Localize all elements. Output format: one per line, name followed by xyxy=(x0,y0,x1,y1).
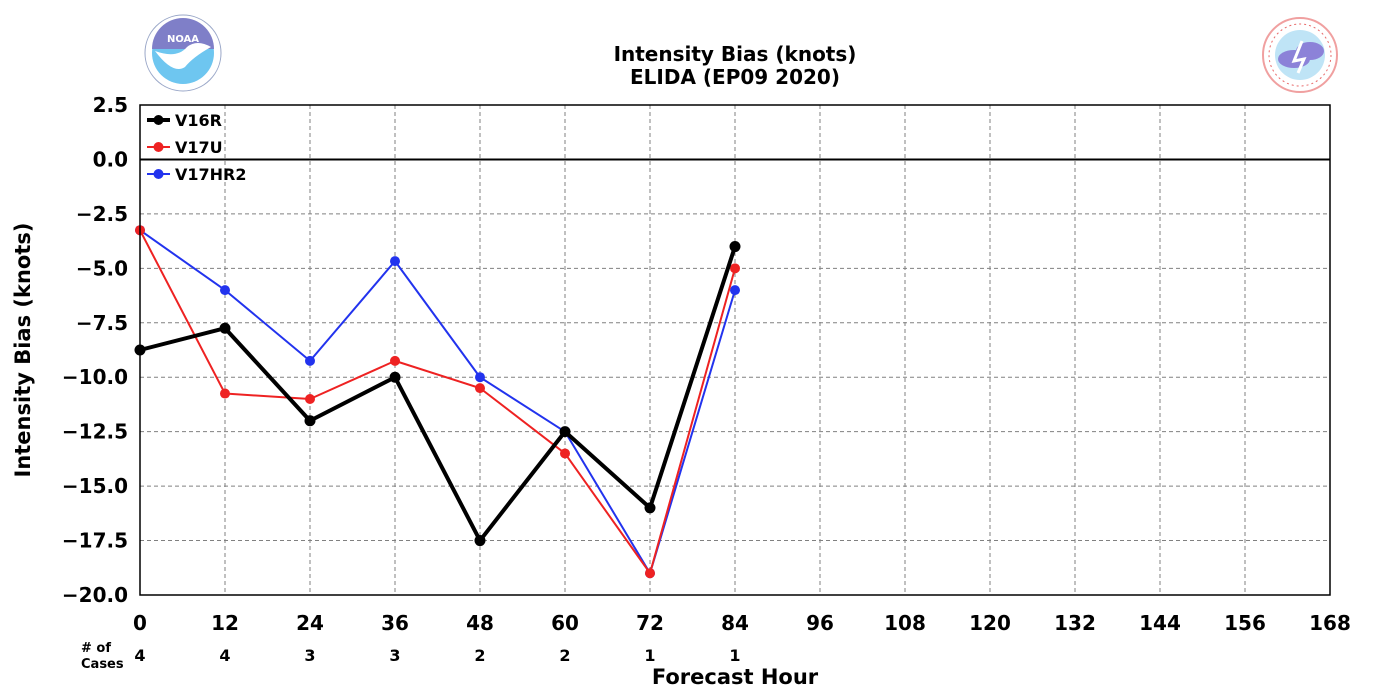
series-line-v17hr2 xyxy=(139,229,736,575)
x-tick-label: 168 xyxy=(1309,611,1351,635)
y-tick-label: −2.5 xyxy=(76,202,128,226)
data-point-v17hr2 xyxy=(730,285,740,296)
chart-title: Intensity Bias (knots) xyxy=(614,42,857,66)
legend-marker xyxy=(153,142,164,152)
data-point-v17u xyxy=(305,394,315,404)
data-point-v17hr2 xyxy=(475,372,485,383)
x-tick-label: 108 xyxy=(884,611,926,635)
data-point-v16r xyxy=(304,415,316,427)
legend-label: V16R xyxy=(175,111,222,130)
tick-labels: 0 12 24 36 48 60 72 84 96 108 120 132 144 156 168 2.5 0.… xyxy=(62,93,1351,635)
case-count: 2 xyxy=(559,646,570,665)
series-group xyxy=(134,225,741,579)
y-tick-label: 2.5 xyxy=(93,93,128,117)
data-point-v17u xyxy=(645,568,655,579)
data-point-v17u xyxy=(475,383,485,394)
case-count: 4 xyxy=(219,646,230,665)
y-tick-label: −5.0 xyxy=(76,256,128,280)
case-count: 4 xyxy=(134,646,145,665)
data-point-v17hr2 xyxy=(305,355,315,366)
x-tick-label: 84 xyxy=(721,611,749,635)
case-count: 1 xyxy=(729,646,740,665)
data-point-v16r xyxy=(474,535,486,547)
case-count: 3 xyxy=(389,646,400,665)
x-tick-label: 12 xyxy=(211,611,239,635)
data-point-v16r xyxy=(729,241,741,253)
plot-frame xyxy=(139,104,1331,596)
cases-label-line1: # of xyxy=(81,641,111,656)
x-tick-label: 72 xyxy=(636,611,664,635)
x-tick-label: 0 xyxy=(133,611,147,635)
x-tick-label: 96 xyxy=(806,611,834,635)
y-tick-label: −15.0 xyxy=(62,474,128,498)
series-line-v16r xyxy=(139,245,737,543)
case-count: 3 xyxy=(304,646,315,665)
y-tick-label: 0.0 xyxy=(93,147,128,171)
y-tick-label: −10.0 xyxy=(62,365,128,389)
case-count: 1 xyxy=(644,646,655,665)
case-count: 2 xyxy=(474,646,485,665)
x-tick-label: 36 xyxy=(381,611,409,635)
x-tick-label: 60 xyxy=(551,611,579,635)
data-point-v16r xyxy=(219,322,231,334)
nws-logo-icon xyxy=(1262,17,1338,93)
data-point-v17u xyxy=(560,448,570,459)
legend-label: V17HR2 xyxy=(175,165,247,184)
data-point-v17hr2 xyxy=(220,285,230,296)
x-tick-label: 120 xyxy=(969,611,1011,635)
legend-marker xyxy=(153,115,164,125)
noaa-logo-text: NOAA xyxy=(167,34,199,45)
legend-marker xyxy=(153,169,164,179)
x-axis-label: Forecast Hour xyxy=(652,665,819,689)
y-tick-label: −7.5 xyxy=(76,311,128,335)
data-point-v16r xyxy=(644,502,656,514)
data-point-v17u xyxy=(220,388,230,399)
x-tick-label: 48 xyxy=(466,611,494,635)
data-point-v16r xyxy=(389,371,401,383)
x-tick-label: 24 xyxy=(296,611,324,635)
data-point-v16r xyxy=(559,426,571,438)
legend-label: V17U xyxy=(175,138,223,157)
data-point-v17hr2 xyxy=(390,256,400,267)
x-tick-label: 156 xyxy=(1224,611,1266,635)
noaa-logo-icon: NOAA xyxy=(144,14,222,92)
y-axis-label: Intensity Bias (knots) xyxy=(11,223,35,478)
chart-subtitle: ELIDA (EP09 2020) xyxy=(630,65,840,89)
cases-label-line2: Cases xyxy=(81,657,124,672)
data-point-v17u xyxy=(730,263,740,274)
y-tick-label: −17.5 xyxy=(62,529,128,553)
y-tick-label: −20.0 xyxy=(62,583,128,607)
y-tick-label: −12.5 xyxy=(62,420,128,444)
legend: V16R V17U V17HR2 xyxy=(147,111,247,184)
x-tick-label: 144 xyxy=(1139,611,1181,635)
series-line-v17u xyxy=(139,229,736,575)
data-point-v17u xyxy=(390,355,400,366)
x-tick-label: 132 xyxy=(1054,611,1096,635)
